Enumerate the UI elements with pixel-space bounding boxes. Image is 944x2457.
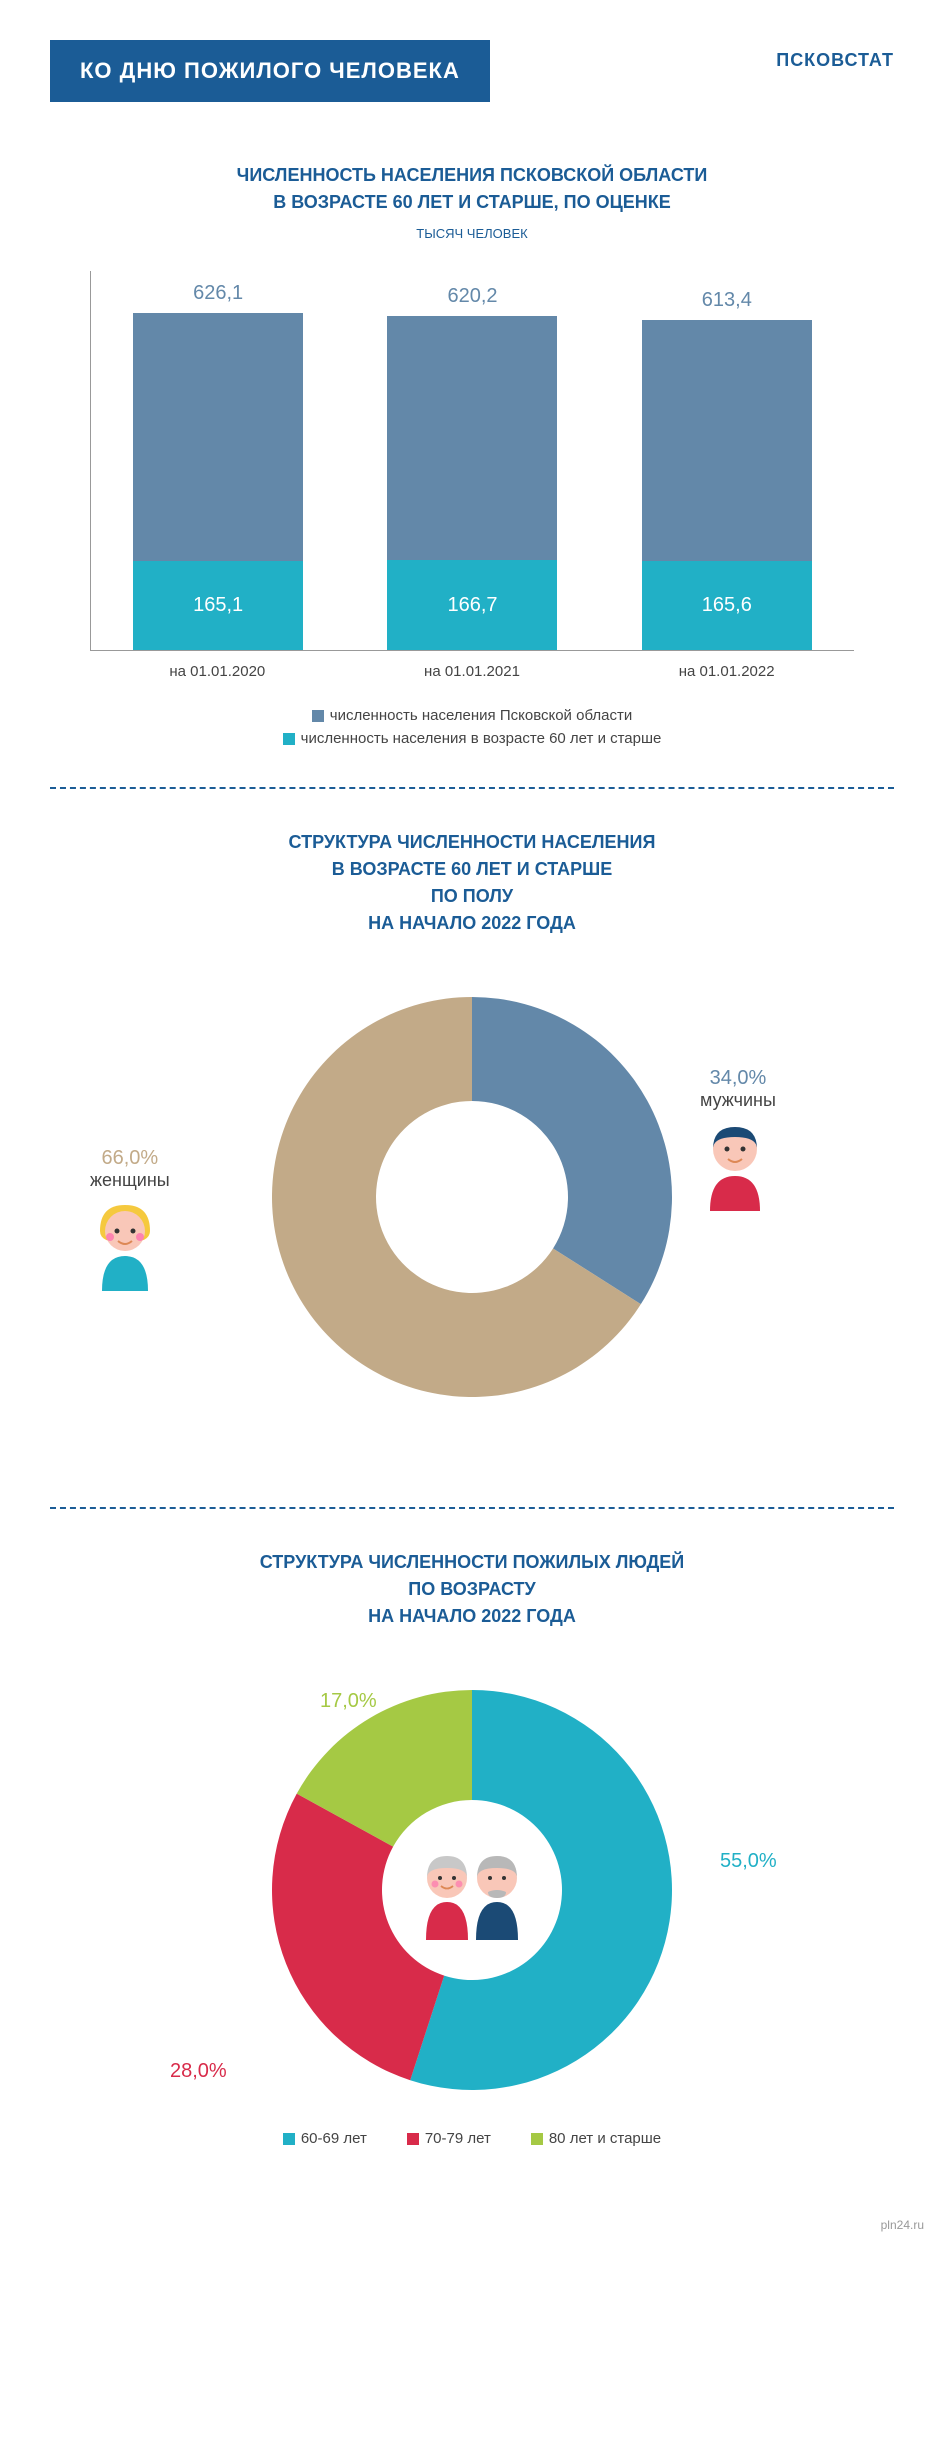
bar-chart-subtitle: ТЫСЯЧ ЧЕЛОВЕК [0,226,944,241]
bar-chart-title: ЧИСЛЕННОСТЬ НАСЕЛЕНИЯ ПСКОВСКОЙ ОБЛАСТИ … [0,162,944,216]
woman-icon [90,1201,160,1291]
donut-slice [472,997,672,1304]
title-line: ПО ПОЛУ [431,886,513,906]
title-line: НА НАЧАЛО 2022 ГОДА [368,1606,576,1626]
title-line: В ВОЗРАСТЕ 60 ЛЕТ И СТАРШЕ, ПО ОЦЕНКЕ [273,192,671,212]
bar-group: 626,1 165,1 [133,282,303,650]
title-line: ПО ВОЗРАСТУ [408,1579,536,1599]
age-donut-chart [262,1680,682,2100]
male-text: мужчины [700,1090,776,1111]
female-label: 66,0% женщины [90,1147,170,1291]
title-line: В ВОЗРАСТЕ 60 ЛЕТ И СТАРШЕ [332,859,612,879]
bar-group: 613,4 165,6 [642,289,812,650]
legend-item: 60-69 лет [283,2130,367,2147]
bar-chart: 626,1 165,1 620,2 166,7 613,4 165,6 на 01.01.… [0,271,944,747]
age-donut-section: СТРУКТУРА ЧИСЛЕННОСТИ ПОЖИЛЫХ ЛЮДЕЙ ПО В… [0,1549,944,2208]
x-axis-label: на 01.01.2022 [642,663,812,680]
elderly-couple-icon [412,1850,532,1940]
female-text: женщины [90,1170,170,1191]
man-icon [700,1121,770,1211]
title-line: СТРУКТУРА ЧИСЛЕННОСТИ ПОЖИЛЫХ ЛЮДЕЙ [260,1552,685,1572]
title-line: НА НАЧАЛО 2022 ГОДА [368,913,576,933]
female-pct: 66,0% [90,1147,170,1170]
bar-total-label: 626,1 [193,282,243,305]
bar-chart-section: ЧИСЛЕННОСТЬ НАСЕЛЕНИЯ ПСКОВСКОЙ ОБЛАСТИ … [0,162,944,747]
gender-donut-section: СТРУКТУРА ЧИСЛЕННОСТИ НАСЕЛЕНИЯ В ВОЗРАС… [0,829,944,1467]
bar-total-label: 620,2 [447,285,497,308]
brand: ПСКОВСТАТ [776,40,894,71]
bar-segment-elder: 166,7 [387,560,557,650]
legend-item: численность населения Псковской области [90,707,854,724]
title-line: ЧИСЛЕННОСТЬ НАСЕЛЕНИЯ ПСКОВСКОЙ ОБЛАСТИ [237,165,708,185]
bar-segment-total [133,313,303,561]
gender-donut-title: СТРУКТУРА ЧИСЛЕННОСТИ НАСЕЛЕНИЯ В ВОЗРАС… [0,829,944,937]
x-axis-label: на 01.01.2020 [132,663,302,680]
bar-segment-elder: 165,6 [642,561,812,650]
legend-item: 80 лет и старше [531,2130,661,2147]
gender-donut-chart [262,987,682,1407]
male-label: 34,0% мужчины [700,1067,776,1211]
legend-item: численность населения в возрасте 60 лет … [90,730,854,747]
age-60-pct: 55,0% [720,1850,777,1873]
age-donut-title: СТРУКТУРА ЧИСЛЕННОСТИ ПОЖИЛЫХ ЛЮДЕЙ ПО В… [0,1549,944,1630]
divider [50,1507,894,1509]
bar-segment-elder: 165,1 [133,561,303,650]
bar-total-label: 613,4 [702,289,752,312]
divider [50,787,894,789]
male-pct: 34,0% [700,1067,776,1090]
age-legend: 60-69 лет 70-79 лет 80 лет и старше [0,2130,944,2148]
age-70-pct: 28,0% [170,2060,227,2083]
header: КО ДНЮ ПОЖИЛОГО ЧЕЛОВЕКА ПСКОВСТАТ [0,0,944,132]
legend-item: 70-79 лет [407,2130,491,2147]
bar-group: 620,2 166,7 [387,285,557,650]
title-line: СТРУКТУРА ЧИСЛЕННОСТИ НАСЕЛЕНИЯ [289,832,656,852]
footer: pln24.ru [0,2208,944,2242]
x-axis-label: на 01.01.2021 [387,663,557,680]
bar-segment-total [642,320,812,561]
age-80-pct: 17,0% [320,1690,377,1713]
bar-segment-total [387,316,557,560]
page-title: КО ДНЮ ПОЖИЛОГО ЧЕЛОВЕКА [50,40,490,102]
